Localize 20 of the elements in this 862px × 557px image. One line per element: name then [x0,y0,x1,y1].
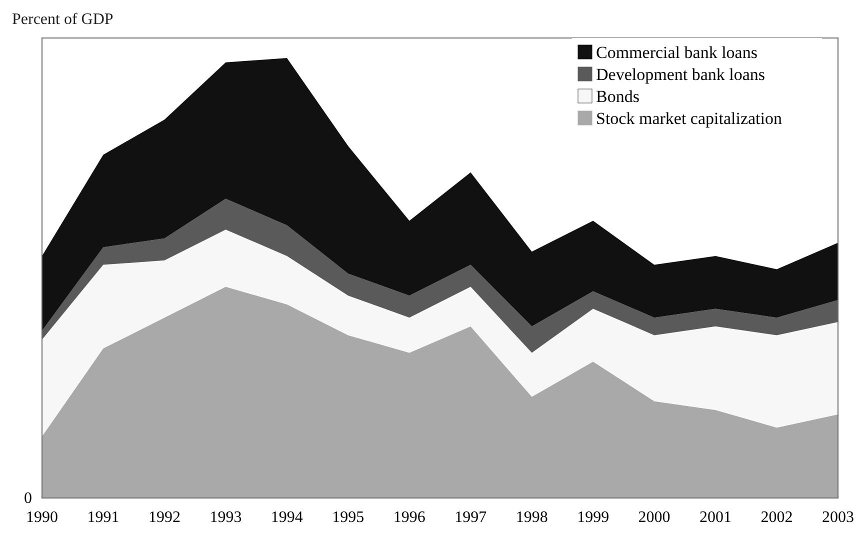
x-tick-label: 2003 [822,509,854,526]
chart-title: Percent of GDP [12,11,114,28]
x-tick-label: 1998 [516,509,548,526]
x-tick-label: 1992 [148,509,180,526]
x-tick-label: 2002 [760,509,793,526]
x-tick-label: 2000 [638,509,670,526]
x-tick-label: 1990 [26,509,58,526]
legend-label: Development bank loans [596,65,766,84]
x-tick-label: 1995 [332,509,364,526]
x-tick-label: 1997 [454,509,487,526]
x-tick-label: 1996 [393,509,426,526]
legend-label: Bonds [596,87,640,106]
x-tick-label: 1994 [270,509,303,526]
text: 0 [24,490,32,507]
legend-label: Stock market capitalization [596,109,782,128]
x-tick-label: 1999 [577,509,610,526]
x-tick-label: 2001 [700,509,732,526]
x-tick-label: 1991 [87,509,120,526]
x-tick-label: 1993 [210,509,242,526]
legend-label: Commercial bank loans [596,43,758,62]
